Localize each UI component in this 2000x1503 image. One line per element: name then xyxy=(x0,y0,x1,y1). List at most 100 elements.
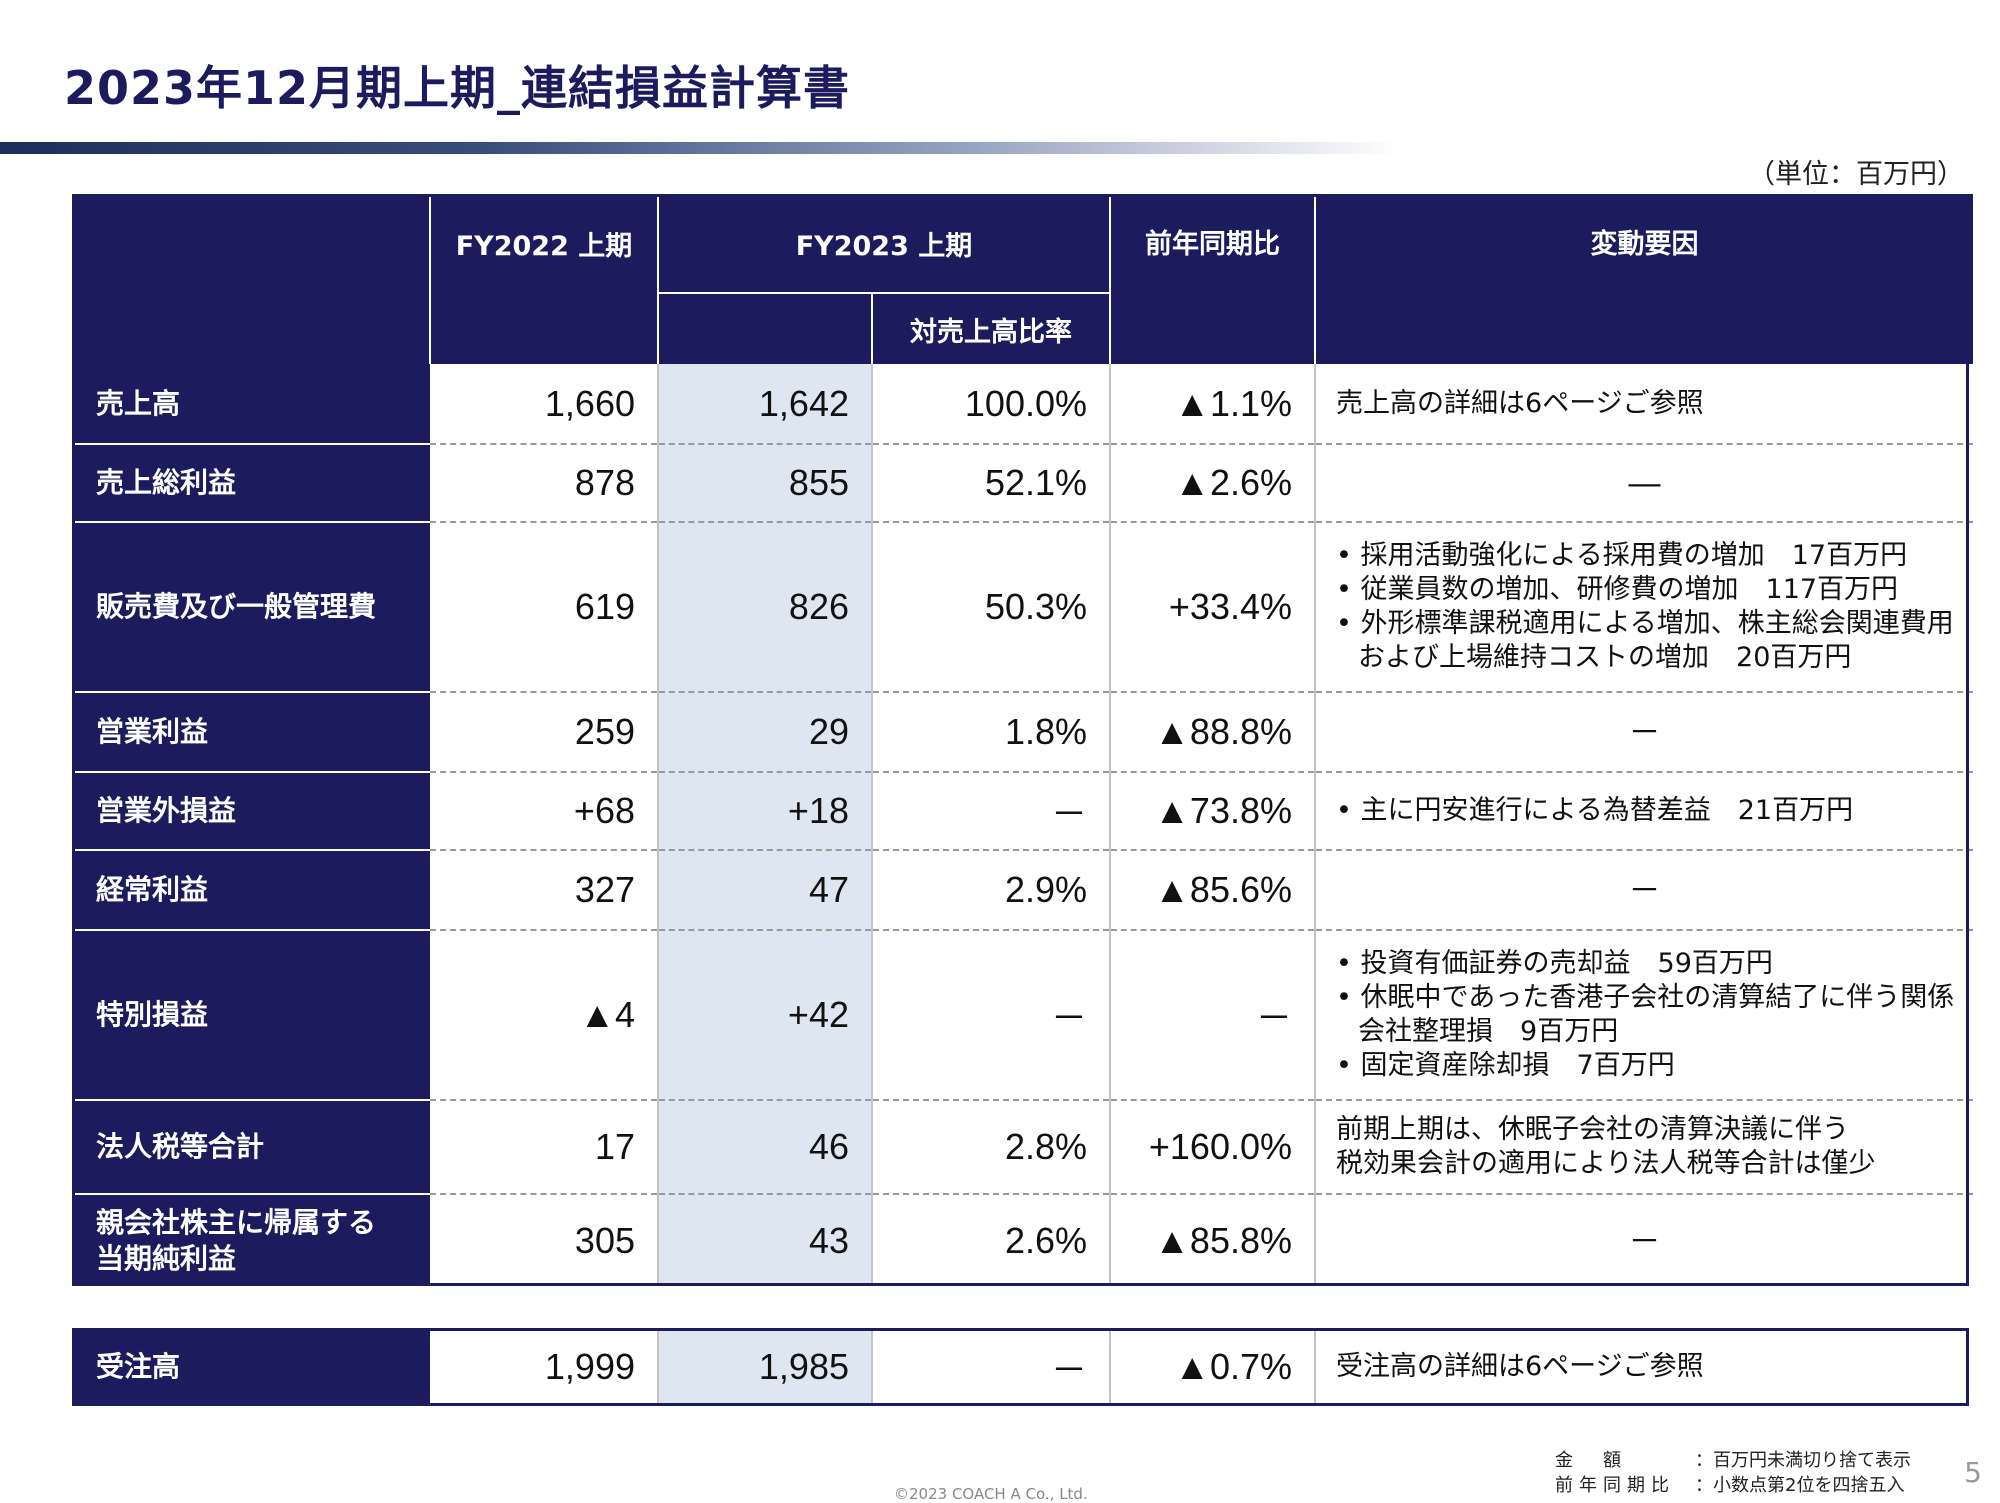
header-fy2022: FY2022 上期 xyxy=(430,194,659,293)
value-fy2022: ▲4 xyxy=(430,930,659,1101)
value-yoy: － xyxy=(1110,930,1317,1101)
table-row: 販売費及び一般管理費 619 826 50.3% +33.4% • 採用活動強化による採用… xyxy=(72,522,1974,693)
header-fy2022-blank xyxy=(430,293,659,364)
footnote-yoy: 前年同期比 ：小数点第2位を四捨五入 xyxy=(1555,1475,1905,1496)
table-row: 営業外損益 +68 +18 － ▲73.8% • 主に円安進行による為替差益 21百万円 xyxy=(72,772,1974,851)
page-title: 2023年12月期上期_連結損益計算書 xyxy=(64,61,851,115)
header-fy2023: FY2023 上期 xyxy=(658,194,1112,294)
factor-line: 売上高の詳細は6ページご参照 xyxy=(1336,387,1704,419)
orders-table: 受注高 1,999 1,985 － ▲0.7% 受注高の詳細は6ページご参照 xyxy=(72,1328,1973,1406)
header-ratio: 対売上高比率 xyxy=(872,293,1112,364)
row-label: 売上高 xyxy=(72,364,430,445)
orders-ratio: － xyxy=(872,1328,1111,1406)
table-row: 特別損益 ▲4 +42 －－ • 投資有価証券の売却益 59百万円 • 休眠中であった香港… xyxy=(72,930,1974,1101)
orders-label: 受注高 xyxy=(72,1328,430,1406)
value-fy2023: +42 xyxy=(658,930,873,1101)
orders-fy2022: 1,999 xyxy=(430,1328,659,1406)
value-fy2022: 259 xyxy=(430,692,659,773)
value-yoy: ▲85.8% xyxy=(1110,1194,1317,1286)
income-statement-table: FY2022 上期 FY2023 上期 前年同期比 変動要因 対売上高比率 売上… xyxy=(72,194,1974,1286)
header-corner xyxy=(72,194,431,364)
value-ratio: － xyxy=(872,930,1112,1101)
change-factors: － xyxy=(1315,692,1974,773)
value-ratio: 52.1% xyxy=(872,444,1112,523)
factor-line: 税効果会計の適用により法人税等合計は僅少 xyxy=(1336,1148,1876,1179)
row-label: 法人税等合計 xyxy=(72,1100,430,1195)
value-yoy: ▲85.6% xyxy=(1110,850,1317,931)
value-fy2022: 619 xyxy=(430,522,659,693)
factor-line: － xyxy=(1628,871,1661,909)
value-yoy: ▲1.1% xyxy=(1110,364,1317,445)
change-factors: • 主に円安進行による為替差益 21百万円 xyxy=(1315,772,1974,851)
value-fy2022: 17 xyxy=(430,1100,659,1195)
row-label: 営業外損益 xyxy=(72,772,430,851)
footnotes: 金 額：百万円未満切り捨て表示 前年同期比 ：小数点第2位を四捨五入 xyxy=(1555,1448,1911,1498)
value-yoy: +33.4% xyxy=(1110,522,1317,693)
unit-label: （単位：百万円） xyxy=(1748,159,1964,190)
value-ratio: 2.6% xyxy=(872,1194,1112,1286)
value-fy2022: 1,660 xyxy=(430,364,659,445)
factor-line: • 従業員数の増加、研修費の増加 117百万円 xyxy=(1336,574,1899,605)
table-row: 売上総利益 878 855 52.1% ▲2.6% ― xyxy=(72,444,1974,523)
factor-line: • 投資有価証券の売却益 59百万円 xyxy=(1336,948,1773,979)
table-row: 営業利益 259 29 1.8% ▲88.8% － xyxy=(72,692,1974,773)
orders-note: 受注高の詳細は6ページご参照 xyxy=(1336,1351,1704,1382)
footnote-amount: 金 額：百万円未満切り捨て表示 xyxy=(1555,1450,1911,1471)
header-fy2023-amount-blank xyxy=(658,293,873,364)
value-fy2022: 305 xyxy=(430,1194,659,1286)
value-fy2023: 46 xyxy=(658,1100,873,1195)
change-factors: 売上高の詳細は6ページご参照 xyxy=(1315,364,1974,445)
value-ratio: 100.0% xyxy=(872,364,1112,445)
row-label: 営業利益 xyxy=(72,692,430,773)
page-number: 5 xyxy=(1964,1456,1982,1489)
factor-line: • 休眠中であった香港子会社の清算結了に伴う関係会社整理損 9百万円 xyxy=(1336,982,1955,1047)
title-underline-bar xyxy=(0,142,1400,154)
value-fy2023: +18 xyxy=(658,772,873,851)
row-label: 経常利益 xyxy=(72,850,430,931)
value-fy2022: 878 xyxy=(430,444,659,523)
change-factors: － xyxy=(1315,850,1974,931)
factor-line: • 固定資産除却損 7百万円 xyxy=(1336,1050,1675,1081)
value-yoy: +160.0% xyxy=(1110,1100,1317,1195)
value-ratio: 2.9% xyxy=(872,850,1112,931)
copyright: ©2023 COACH A Co., Ltd. xyxy=(894,1485,1088,1503)
change-factors: ― xyxy=(1315,444,1974,523)
value-ratio: 50.3% xyxy=(872,522,1112,693)
value-yoy: ▲2.6% xyxy=(1110,444,1317,523)
factor-line: • 外形標準課税適用による増加、株主総会関連費用および上場維持コストの増加 20… xyxy=(1336,608,1954,673)
value-yoy: ▲73.8% xyxy=(1110,772,1317,851)
change-factors: • 採用活動強化による採用費の増加 17百万円 • 従業員数の増加、研修費の増加 … xyxy=(1315,522,1974,693)
table-row: 売上高 1,660 1,642 100.0% ▲1.1% 売上高の詳細は6ページご参照 xyxy=(72,364,1974,445)
row-label: 特別損益 xyxy=(72,930,430,1101)
value-fy2023: 855 xyxy=(658,444,873,523)
value-ratio: 2.8% xyxy=(872,1100,1112,1195)
value-fy2023: 47 xyxy=(658,850,873,931)
header-factors: 変動要因 xyxy=(1315,194,1974,364)
table-row: 親会社株主に帰属する 当期純利益 305 43 2.6% ▲85.8% － xyxy=(72,1194,1973,1286)
change-factors: • 投資有価証券の売却益 59百万円 • 休眠中であった香港子会社の清算結了に伴う… xyxy=(1315,930,1974,1101)
value-fy2023: 29 xyxy=(658,692,873,773)
orders-fy2023: 1,985 xyxy=(658,1328,873,1406)
row-label: 売上総利益 xyxy=(72,444,430,523)
value-fy2023: 1,642 xyxy=(658,364,873,445)
table-row: 経常利益 327 47 2.9% ▲85.6% － xyxy=(72,850,1974,931)
value-ratio: － xyxy=(872,772,1112,851)
change-factors: － xyxy=(1315,1194,1973,1286)
value-ratio: 1.8% xyxy=(872,692,1112,773)
factor-line: • 採用活動強化による採用費の増加 17百万円 xyxy=(1336,540,1908,571)
factor-line: － xyxy=(1628,1221,1661,1260)
value-yoy: ▲88.8% xyxy=(1110,692,1317,773)
factor-line: － xyxy=(1628,713,1661,751)
change-factors: 前期上期は、休眠子会社の清算決議に伴う 税効果会計の適用により法人税等合計は僅少 xyxy=(1315,1100,1974,1195)
value-fy2022: +68 xyxy=(430,772,659,851)
row-label: 親会社株主に帰属する 当期純利益 xyxy=(72,1194,430,1286)
header-yoy: 前年同期比 xyxy=(1110,194,1317,364)
value-fy2023: 43 xyxy=(658,1194,873,1286)
row-label: 販売費及び一般管理費 xyxy=(72,522,430,693)
value-fy2022: 327 xyxy=(430,850,659,931)
table-row: 法人税等合計 17 46 2.8% +160.0% 前期上期は、休眠子会社の清算決議に伴う… xyxy=(72,1100,1974,1195)
factor-line: • 主に円安進行による為替差益 21百万円 xyxy=(1336,795,1854,826)
factor-line: ― xyxy=(1628,464,1661,502)
factor-line: 前期上期は、休眠子会社の清算決議に伴う xyxy=(1336,1114,1850,1145)
orders-yoy: ▲0.7% xyxy=(1110,1328,1316,1406)
